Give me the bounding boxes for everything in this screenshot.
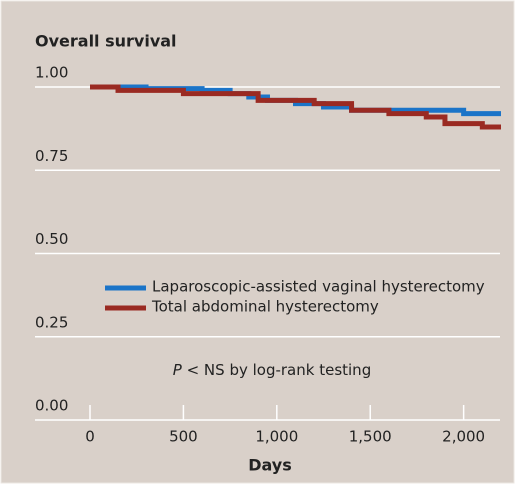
chart-title: Overall survival <box>35 32 177 51</box>
legend-label: Laparoscopic-assisted vaginal hysterecto… <box>152 278 485 296</box>
annotation: P < NS by log-rank testing <box>173 361 371 379</box>
x-tick-label: 2,000 <box>442 428 485 446</box>
x-tick-label: 1,500 <box>349 428 392 446</box>
annotation-text: < NS by log-rank testing <box>182 361 371 379</box>
x-axis-label: Days <box>248 456 292 475</box>
y-tick-label: 0.50 <box>35 230 68 248</box>
x-tick-label: 0 <box>85 428 95 446</box>
y-tick-label: 0.25 <box>35 313 68 331</box>
survival-line <box>90 84 501 130</box>
x-tick-label: 1,000 <box>255 428 298 446</box>
annotation-p: P <box>173 361 183 379</box>
y-tick-label: 0.75 <box>35 147 68 165</box>
y-tick-label: 1.00 <box>35 64 68 82</box>
legend-label: Total abdominal hysterectomy <box>151 298 379 316</box>
y-tick-label: 0.00 <box>35 397 68 415</box>
x-tick-label: 500 <box>169 428 198 446</box>
